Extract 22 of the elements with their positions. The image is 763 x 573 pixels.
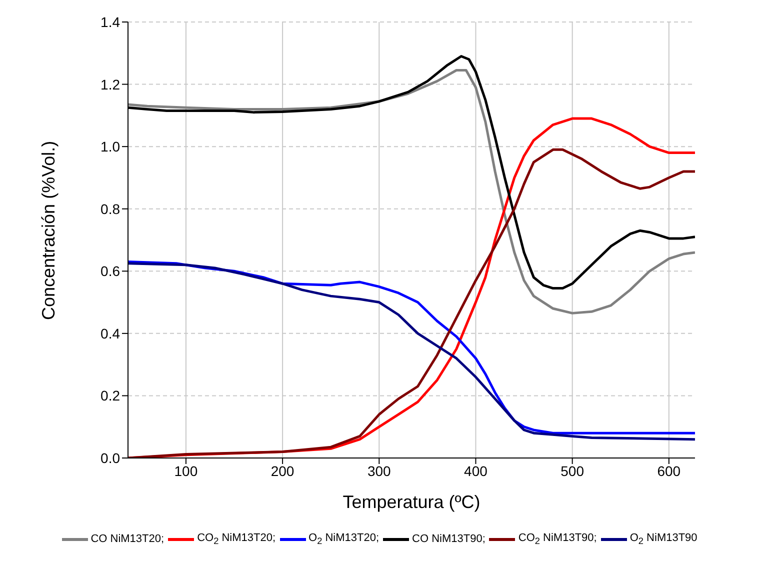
y-tick-label: 0.0 [100,450,120,466]
y-tick-label: 0.8 [100,200,120,217]
y-tick-label: 1.2 [100,76,120,92]
legend-label: O$_{2}$ NiM13T90 [630,532,698,546]
legend-label: CO$_{2}$ NiM13T20; [197,532,276,546]
y-tick-label: 1.0 [100,138,120,155]
y-axis-title: Concentración (%Vol.) [38,140,58,320]
x-tick-label: 200 [270,462,294,479]
x-tick-label: 400 [464,462,488,479]
x-tick-label: 100 [174,462,198,479]
legend-label: CO NiM13T20; [90,533,164,546]
y-tick-label: 1.4 [100,14,120,30]
legend-label: CO NiM13T90; [412,533,486,546]
x-tick-label: 300 [367,462,392,479]
x-tick-label: 600 [657,462,681,479]
legend-label: CO$_{2}$ NiM13T90; [518,532,597,546]
x-axis-title: Temperatura (ºC) [342,492,480,512]
y-tick-label: 0.6 [100,263,120,280]
y-tick-label: 0.2 [100,388,120,404]
y-tick-label: 0.4 [100,325,120,342]
x-tick-label: 500 [560,462,584,479]
legend-label: O$_{2}$ NiM13T20; [308,532,380,546]
